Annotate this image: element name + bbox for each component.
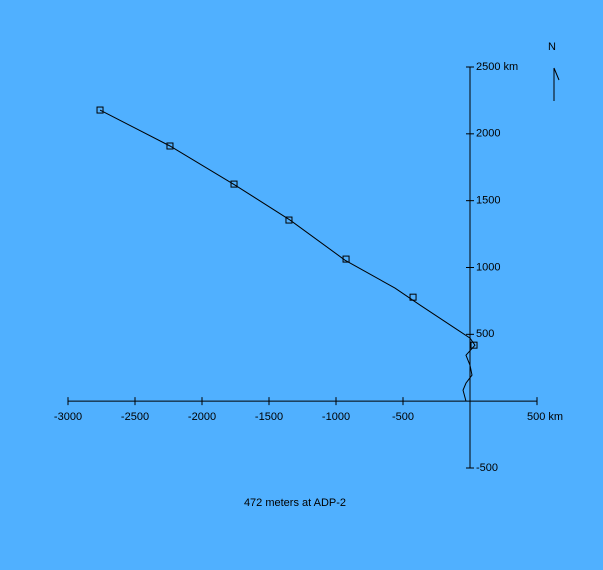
x-tick-label: -1500	[255, 411, 283, 423]
day-marker	[470, 341, 478, 349]
day-marker	[166, 142, 174, 150]
north-arrow-head	[553, 67, 560, 81]
x-tick-label: -2000	[188, 411, 216, 423]
x-tick-label: -1000	[322, 411, 350, 423]
caption: 472 meters at ADP-2	[244, 497, 346, 509]
day-marker	[285, 216, 293, 224]
y-tick-label: 2500 km	[476, 61, 518, 73]
x-tick-label: -3000	[54, 411, 82, 423]
day-marker	[342, 255, 350, 263]
x-tick-label: 500 km	[527, 411, 563, 423]
y-tick-label: -500	[476, 462, 498, 474]
north-label: N	[548, 41, 556, 53]
day-marker	[96, 106, 104, 114]
day-marker	[409, 293, 417, 301]
y-tick-label: 500	[476, 328, 494, 340]
y-tick-label: 2000	[476, 128, 500, 140]
x-tick-label: -500	[392, 411, 414, 423]
track-line	[99, 109, 476, 402]
x-tick-label: -2500	[121, 411, 149, 423]
day-marker	[230, 180, 238, 188]
y-tick-label: 1500	[476, 195, 500, 207]
y-tick-label: 1000	[476, 261, 500, 273]
